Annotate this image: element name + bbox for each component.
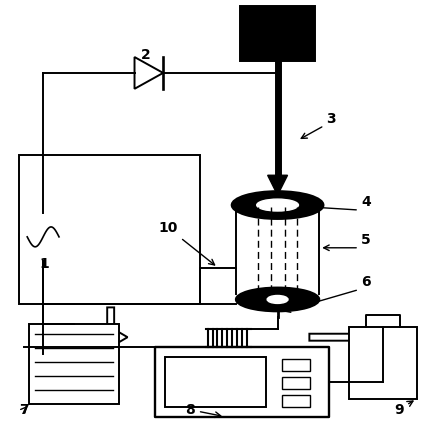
Text: 2: 2 [140,48,150,62]
Bar [155,347,329,417]
Bar [29,324,119,404]
Text: 5: 5 [361,233,371,247]
Ellipse shape [236,288,319,311]
Ellipse shape [232,191,324,219]
Text: 9: 9 [394,401,413,417]
Bar [19,155,200,304]
Polygon shape [73,330,128,344]
Bar [165,357,266,407]
Text: 7: 7 [19,403,29,417]
Text: 10: 10 [158,221,214,265]
Ellipse shape [267,295,288,304]
Text: 3: 3 [326,112,336,126]
Bar [236,205,319,295]
Polygon shape [309,330,364,344]
Bar [282,395,310,407]
Text: 6: 6 [361,274,371,289]
Bar [282,359,310,371]
Bar [240,6,315,61]
Bar [349,327,417,399]
Text: 4: 4 [361,195,371,209]
Polygon shape [104,307,118,347]
Polygon shape [268,175,288,195]
Text: 8: 8 [185,403,221,418]
Bar [282,377,310,389]
Text: 1: 1 [39,257,49,270]
Ellipse shape [257,199,298,211]
